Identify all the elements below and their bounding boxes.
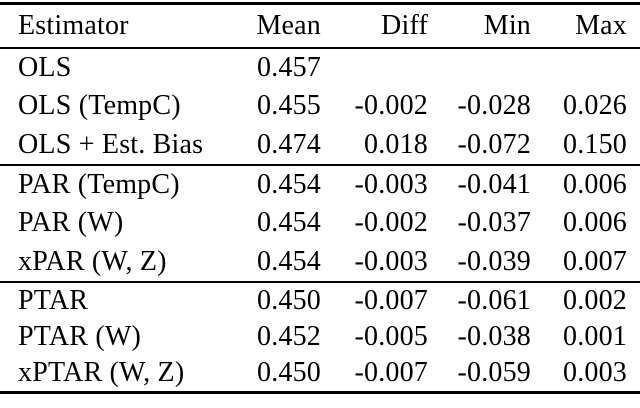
col-header-max: Max xyxy=(575,9,627,41)
cell-min: -0.041 xyxy=(457,168,531,200)
cell-estimator: PTAR xyxy=(18,284,89,316)
table-row: PTAR 0.450 -0.007 -0.061 0.002 xyxy=(0,282,640,319)
table-section-ols: OLS 0.457 OLS (TempC) 0.455 -0.002 -0.02… xyxy=(0,48,640,165)
cell-diff: 0.018 xyxy=(364,128,428,160)
cell-estimator: OLS (TempC) xyxy=(18,90,181,121)
estimator-results-table: Estimator Mean Diff Min Max OLS 0.457 OL… xyxy=(0,2,640,394)
cell-diff: -0.005 xyxy=(354,321,428,352)
cell-max: 0.006 xyxy=(563,207,627,238)
cell-mean: 0.457 xyxy=(257,51,321,83)
cell-min: -0.038 xyxy=(457,321,531,352)
cell-min: -0.037 xyxy=(457,207,531,238)
table-row: xPTAR (W, Z) 0.450 -0.007 -0.059 0.003 xyxy=(0,356,640,393)
col-header-min: Min xyxy=(483,9,531,41)
cell-min: -0.028 xyxy=(457,90,531,121)
cell-estimator: PTAR (W) xyxy=(18,321,142,352)
cell-estimator: OLS xyxy=(18,51,72,83)
cell-mean: 0.455 xyxy=(257,90,321,121)
table-header: Estimator Mean Diff Min Max xyxy=(0,4,640,48)
cell-max: 0.006 xyxy=(563,168,627,200)
table-section-par: PAR (TempC) 0.454 -0.003 -0.041 0.006 PA… xyxy=(0,165,640,282)
cell-estimator: PAR (W) xyxy=(18,207,124,238)
cell-max: 0.150 xyxy=(563,128,627,160)
cell-max: 0.001 xyxy=(563,321,627,352)
header-row: Estimator Mean Diff Min Max xyxy=(0,4,640,48)
table-row: PAR (TempC) 0.454 -0.003 -0.041 0.006 xyxy=(0,165,640,204)
cell-mean: 0.454 xyxy=(257,168,321,200)
cell-mean: 0.450 xyxy=(257,284,321,316)
col-header-estimator: Estimator xyxy=(18,9,129,41)
cell-diff: -0.003 xyxy=(354,168,428,200)
cell-estimator: PAR (TempC) xyxy=(18,168,180,200)
cell-diff: -0.002 xyxy=(354,207,428,238)
cell-max: 0.002 xyxy=(563,284,627,316)
cell-min: -0.039 xyxy=(457,245,531,277)
table-row: OLS + Est. Bias 0.474 0.018 -0.072 0.150 xyxy=(0,126,640,165)
cell-estimator: xPAR (W, Z) xyxy=(18,245,167,277)
table-section-ptar: PTAR 0.450 -0.007 -0.061 0.002 PTAR (W) … xyxy=(0,282,640,393)
cell-diff xyxy=(321,48,428,87)
col-header-mean: Mean xyxy=(256,9,321,41)
cell-min: -0.061 xyxy=(457,284,531,316)
cell-diff: -0.007 xyxy=(354,357,428,389)
cell-estimator: xPTAR (W, Z) xyxy=(18,357,185,389)
cell-max: 0.007 xyxy=(563,245,627,277)
table-row: PTAR (W) 0.452 -0.005 -0.038 0.001 xyxy=(0,319,640,356)
cell-max xyxy=(531,48,640,87)
cell-diff: -0.003 xyxy=(354,245,428,277)
cell-mean: 0.450 xyxy=(257,357,321,389)
cell-min: -0.059 xyxy=(457,357,531,389)
cell-mean: 0.452 xyxy=(257,321,321,352)
cell-mean: 0.454 xyxy=(257,207,321,238)
cell-min: -0.072 xyxy=(457,128,531,160)
cell-max: 0.003 xyxy=(563,357,627,389)
cell-mean: 0.474 xyxy=(257,128,321,160)
table-row: PAR (W) 0.454 -0.002 -0.037 0.006 xyxy=(0,204,640,243)
cell-max: 0.026 xyxy=(563,90,627,121)
table-row: OLS (TempC) 0.455 -0.002 -0.028 0.026 xyxy=(0,87,640,126)
col-header-diff: Diff xyxy=(381,9,428,41)
cell-mean: 0.454 xyxy=(257,245,321,277)
cell-diff: -0.007 xyxy=(354,284,428,316)
table-row: OLS 0.457 xyxy=(0,48,640,87)
cell-diff: -0.002 xyxy=(354,90,428,121)
cell-min xyxy=(428,48,531,87)
table-row: xPAR (W, Z) 0.454 -0.003 -0.039 0.007 xyxy=(0,243,640,282)
cell-estimator: OLS + Est. Bias xyxy=(18,128,204,160)
